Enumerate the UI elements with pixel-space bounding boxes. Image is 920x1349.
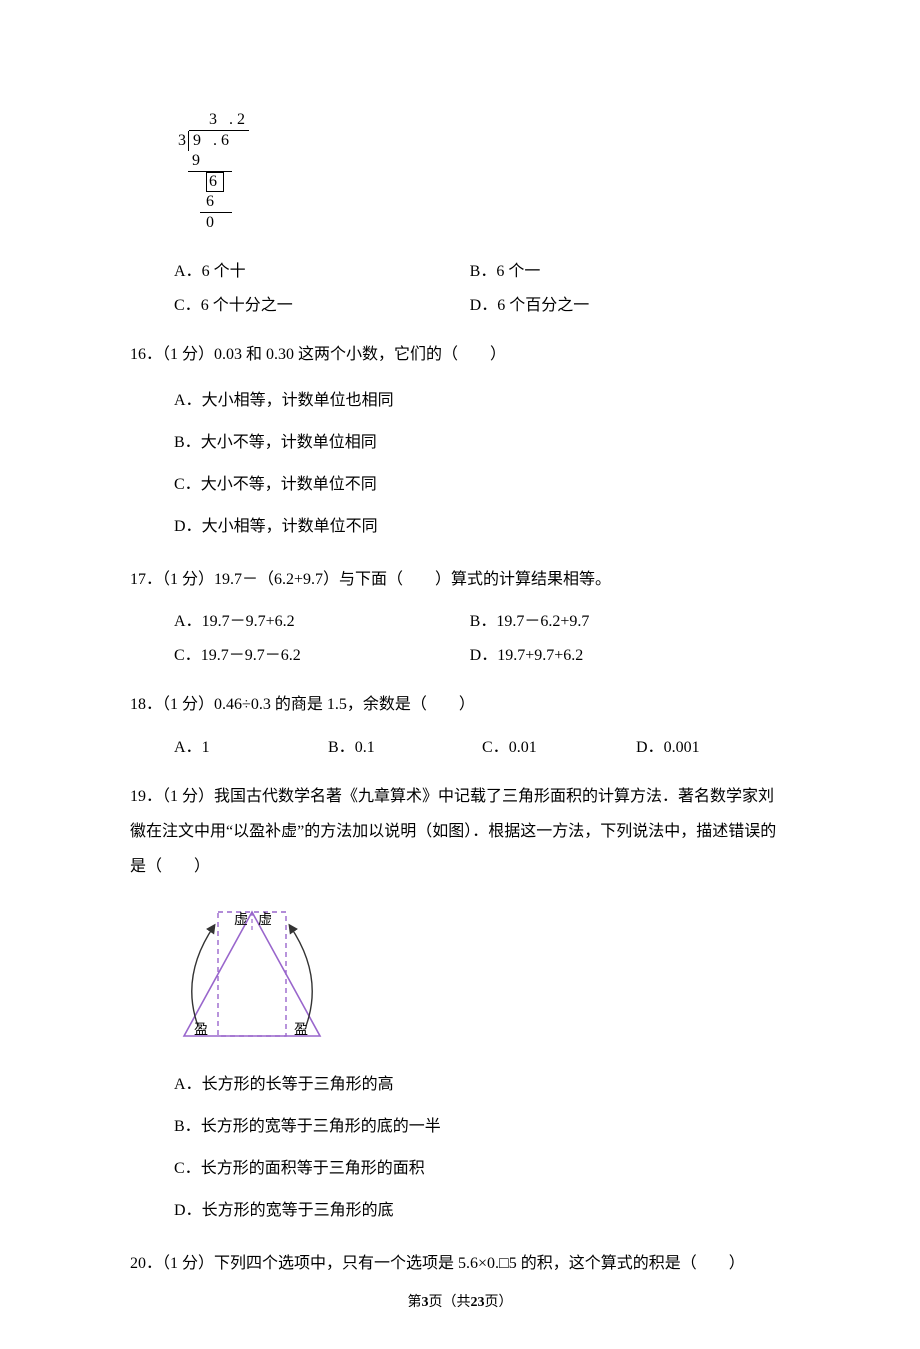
opt-text: 长方形的宽等于三角形的底 [202,1202,394,1219]
right-arrow [290,926,312,1026]
q18-opt-b[interactable]: B．0.1 [328,731,482,765]
page: 3 .2 3 9 .6 9 6 6 0 A．6 个十 B．6 个一 C．6 个十… [0,0,920,1349]
q16-options: A．大小相等，计数单位也相同 B．大小不等，计数单位相同 C．大小不等，计数单位… [174,380,790,548]
opt-text: 19.7+9.7+6.2 [497,647,583,664]
q15-opt-a[interactable]: A．6 个十 [174,255,470,289]
q18-opt-c[interactable]: C．0.01 [482,731,636,765]
outer-triangle [184,912,320,1036]
footer-prefix: 第 [408,1295,422,1310]
q19-figure: 虚 虚 盈 盈 [174,898,790,1054]
opt-text: 长方形的宽等于三角形的底的一半 [201,1118,441,1135]
opt-text: 长方形的面积等于三角形的面积 [201,1160,425,1177]
opt-text: 0.001 [664,739,700,756]
q19-opt-a[interactable]: A．长方形的长等于三角形的高 [174,1064,790,1106]
q15-opt-b[interactable]: B．6 个一 [470,255,766,289]
ld-divisor: 3 [178,131,188,151]
q17-options: A．19.7－9.7+6.2 B．19.7－6.2+9.7 C．19.7－9.7… [174,605,790,673]
ld-dividend: 9 .6 [188,131,233,151]
q18-opt-a[interactable]: A．1 [174,731,328,765]
q17-opt-b[interactable]: B．19.7－6.2+9.7 [470,605,766,639]
q19-num: 19． [130,788,162,805]
opt-text: 大小不等，计数单位相同 [201,434,377,451]
q19-opt-d[interactable]: D．长方形的宽等于三角形的底 [174,1190,790,1232]
opt-text: 6 个十 [202,263,246,280]
page-footer: 第3页（共23页） [0,1292,920,1313]
ld-step-1: 9 [178,151,238,171]
q16-opt-c[interactable]: C．大小不等，计数单位不同 [174,464,790,506]
footer-total: 23 [471,1295,485,1310]
q20-text: 下列四个选项中，只有一个选项是 5.6×0.□5 的积，这个算式的积是（ ） [214,1255,745,1272]
opt-text: 1 [202,739,210,756]
opt-text: 19.7－6.2+9.7 [496,613,589,630]
opt-text: 大小相等，计数单位也相同 [202,392,394,409]
q17-points: （1 分） [162,571,214,588]
footer-suffix: 页） [485,1295,513,1310]
q18-num: 18． [130,696,162,713]
q17-num: 17． [130,571,162,588]
q16-opt-d[interactable]: D．大小相等，计数单位不同 [174,506,790,548]
label-xu-right: 虚 [258,912,272,928]
opt-text: 大小相等，计数单位不同 [202,518,378,535]
q17-opt-c[interactable]: C．19.7－9.7－6.2 [174,639,470,673]
left-arrow [192,926,214,1026]
opt-text: 6 个十分之一 [201,297,293,314]
q16-opt-b[interactable]: B．大小不等，计数单位相同 [174,422,790,464]
opt-text: 19.7－9.7－6.2 [201,647,301,664]
opt-text: 6 个一 [496,263,540,280]
q18-opt-d[interactable]: D．0.001 [636,731,790,765]
long-division-figure: 3 .2 3 9 .6 9 6 6 0 [178,110,238,233]
q15-options: A．6 个十 B．6 个一 C．6 个十分之一 D．6 个百分之一 [174,255,790,323]
q16-opt-a[interactable]: A．大小相等，计数单位也相同 [174,380,790,422]
ld-step-4: 0 [178,213,238,233]
dashed-rectangle [218,912,286,1036]
q15-opt-c[interactable]: C．6 个十分之一 [174,289,470,323]
q18-text: 0.46÷0.3 的商是 1.5，余数是（ ） [214,696,475,713]
q19-opt-c[interactable]: C．长方形的面积等于三角形的面积 [174,1148,790,1190]
q19-text: 我国古代数学名著《九章算术》中记载了三角形面积的计算方法．著名数学家刘徽在注文中… [130,788,776,875]
label-xu-left: 虚 [234,912,248,928]
footer-mid: 页（共 [429,1295,471,1310]
footer-page: 3 [422,1295,429,1310]
q19-options: A．长方形的长等于三角形的高 B．长方形的宽等于三角形的底的一半 C．长方形的面… [174,1064,790,1232]
q19-stem: 19．（1 分）我国古代数学名著《九章算术》中记载了三角形面积的计算方法．著名数… [130,771,790,893]
triangle-svg: 虚 虚 盈 盈 [174,898,330,1046]
q20-stem: 20．（1 分）下列四个选项中，只有一个选项是 5.6×0.□5 的积，这个算式… [130,1238,790,1289]
opt-text: 大小不等，计数单位不同 [201,476,377,493]
label-ying-right: 盈 [294,1023,308,1038]
opt-text: 6 个百分之一 [497,297,589,314]
opt-text: 0.01 [509,739,537,756]
opt-text: 19.7－9.7+6.2 [202,613,295,630]
q18-options: A．1 B．0.1 C．0.01 D．0.001 [174,731,790,765]
q18-points: （1 分） [162,696,214,713]
q19-opt-b[interactable]: B．长方形的宽等于三角形的底的一半 [174,1106,790,1148]
q16-num: 16． [130,346,162,363]
q20-num: 20． [130,1255,162,1272]
q16-text: 0.03 和 0.30 这两个小数，它们的（ ） [214,346,506,363]
q16-points: （1 分） [162,346,214,363]
q17-opt-d[interactable]: D．19.7+9.7+6.2 [470,639,766,673]
q20-points: （1 分） [162,1255,214,1272]
opt-text: 0.1 [355,739,375,756]
q17-text: 19.7－（6.2+9.7）与下面（ ）算式的计算结果相等。 [214,571,611,588]
q17-opt-a[interactable]: A．19.7－9.7+6.2 [174,605,470,639]
opt-text: 长方形的长等于三角形的高 [202,1076,394,1093]
q18-stem: 18．（1 分）0.46÷0.3 的商是 1.5，余数是（ ） [130,679,790,730]
ld-quotient: 3 .2 [189,110,249,131]
label-ying-left: 盈 [194,1023,208,1038]
q15-opt-d[interactable]: D．6 个百分之一 [470,289,766,323]
q16-stem: 16．（1 分）0.03 和 0.30 这两个小数，它们的（ ） [130,329,790,380]
q19-points: （1 分） [162,788,214,805]
ld-boxed-digit: 6 [206,172,224,192]
ld-step-3: 6 [178,192,238,212]
q17-stem: 17．（1 分）19.7－（6.2+9.7）与下面（ ）算式的计算结果相等。 [130,554,790,605]
ld-step-2: 6 [178,172,238,192]
